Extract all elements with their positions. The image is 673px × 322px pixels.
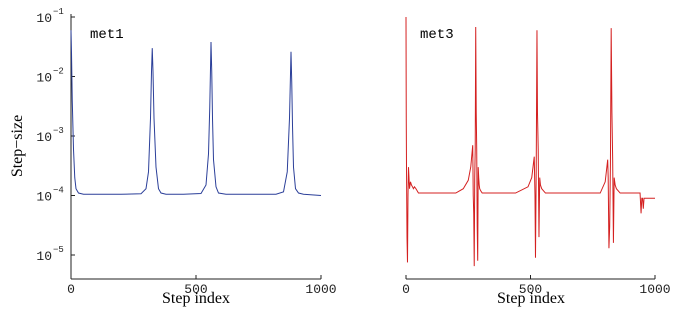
x-tick-label: 500 [184, 282, 207, 297]
y-tick-exponent: −1 [53, 7, 64, 17]
y-tick-label: 10 [36, 71, 52, 86]
y-tick-label: 10 [36, 130, 52, 145]
x-tick-label: 1000 [305, 282, 336, 297]
ticks-right: 0 500 1000 [402, 275, 671, 297]
met1-series-line [70, 30, 322, 196]
y-tick-label: 10 [36, 249, 52, 264]
x-tick-label: 1000 [639, 282, 670, 297]
met1-label: met1 [90, 27, 124, 43]
x-tick-label: 0 [67, 282, 75, 297]
met3-label: met3 [420, 27, 454, 43]
y-tick-exponent: −4 [53, 186, 64, 196]
x-tick-label: 0 [402, 282, 410, 297]
met3-series-line [405, 16, 655, 267]
right-panel: 0 500 1000 met3 Step index [402, 16, 671, 307]
y-axis-label: Step−size [9, 115, 26, 177]
y-tick-exponent: −3 [53, 126, 64, 136]
left-x-axis-label: Step index [162, 290, 230, 307]
y-tick-exponent: −5 [53, 245, 64, 255]
right-x-axis-label: Step index [497, 290, 565, 307]
y-tick-label: 10 [36, 190, 52, 205]
y-tick-exponent: −2 [53, 67, 64, 77]
x-tick-label: 500 [519, 282, 542, 297]
y-tick-label: 10 [36, 11, 52, 26]
